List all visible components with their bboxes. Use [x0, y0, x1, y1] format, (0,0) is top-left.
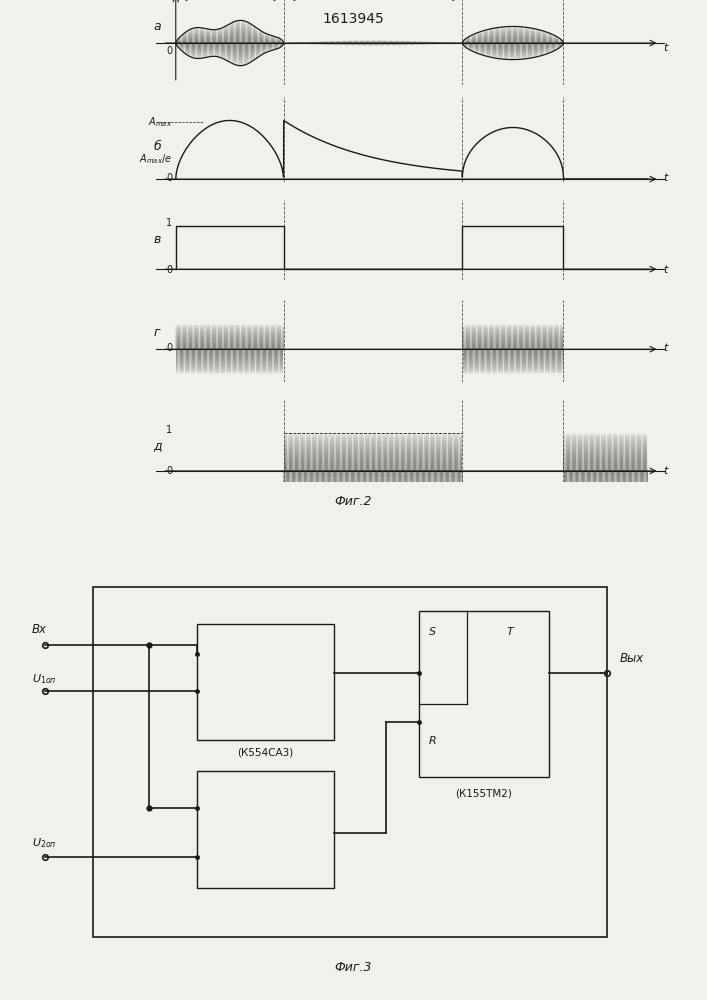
Text: $U_{2оп}$: $U_{2оп}$ — [32, 836, 56, 850]
Text: 1: 1 — [166, 425, 173, 435]
Bar — [419, 611, 549, 777]
Text: Фиг.3: Фиг.3 — [334, 961, 373, 974]
Text: $U_{1оп}$: $U_{1оп}$ — [32, 672, 56, 686]
Text: T: T — [506, 627, 513, 637]
Text: 0: 0 — [166, 46, 173, 56]
Text: t: t — [663, 265, 667, 275]
Text: д: д — [153, 439, 161, 452]
Text: 0: 0 — [166, 265, 173, 275]
Text: Фиг.2: Фиг.2 — [334, 495, 373, 508]
Text: (К554СА3): (К554СА3) — [238, 748, 294, 758]
Text: б: б — [153, 140, 161, 153]
Text: в: в — [153, 233, 161, 246]
Text: Вх: Вх — [32, 623, 47, 636]
Text: t: t — [663, 466, 667, 476]
Text: R: R — [429, 736, 437, 746]
Text: S: S — [429, 627, 436, 637]
Text: Вых: Вых — [620, 652, 644, 665]
Text: $A_{max}$: $A_{max}$ — [148, 115, 173, 129]
Text: t: t — [663, 43, 667, 53]
Text: $A_{max}/e$: $A_{max}/e$ — [139, 152, 173, 166]
Bar — [93, 587, 607, 937]
Text: г: г — [154, 326, 160, 339]
Text: 1: 1 — [166, 218, 173, 228]
Text: t: t — [663, 343, 667, 353]
Text: t: t — [663, 173, 667, 183]
Text: 1613945: 1613945 — [322, 12, 385, 26]
Bar — [197, 771, 334, 888]
Text: 0: 0 — [166, 466, 173, 476]
Text: 0: 0 — [166, 343, 173, 353]
Text: (К155ТМ2): (К155ТМ2) — [455, 789, 512, 799]
Text: 0: 0 — [166, 173, 173, 183]
Text: а: а — [153, 20, 161, 33]
Bar — [197, 624, 334, 740]
